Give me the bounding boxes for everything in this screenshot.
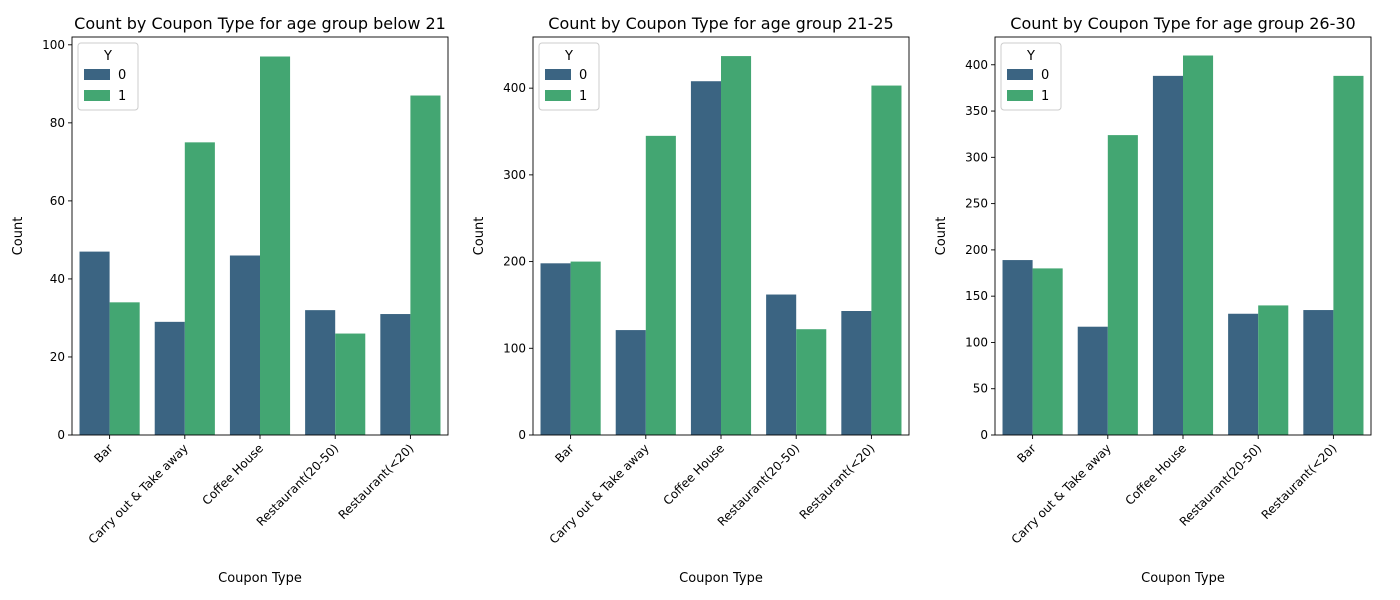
y-tick-label: 60 [50, 194, 65, 208]
legend-label-1: 1 [118, 89, 126, 104]
y-tick-label: 0 [57, 428, 65, 442]
x-axis-label: Coupon Type [1141, 571, 1225, 586]
x-tick-label: Coffee House [661, 441, 728, 508]
bar-series-0-1 [154, 321, 185, 435]
legend-label-0: 0 [118, 68, 126, 83]
y-tick-label: 350 [965, 104, 988, 118]
bar-series-1-3 [1258, 305, 1289, 435]
bar-series-0-2 [229, 255, 260, 435]
y-axis-label: Count [472, 217, 487, 256]
y-tick-label: 80 [50, 116, 65, 130]
y-tick-label: 200 [965, 243, 988, 257]
y-tick-label: 20 [50, 350, 65, 364]
y-tick-label: 200 [503, 255, 526, 269]
bar-series-1-4 [871, 85, 902, 435]
legend-title: Y [564, 49, 573, 64]
legend-swatch-1 [84, 90, 110, 101]
y-axis-label: Count [934, 217, 949, 256]
legend-swatch-1 [545, 90, 571, 101]
bar-series-1-4 [1333, 75, 1364, 436]
x-tick-label: Coffee House [1123, 441, 1190, 508]
legend-swatch-0 [545, 69, 571, 80]
chart-title: Count by Coupon Type for age group 26-30 [1010, 14, 1355, 33]
y-axis-label: Count [11, 217, 26, 256]
legend: Y0 1 [77, 42, 139, 111]
legend-label-0: 0 [579, 68, 587, 83]
bar-series-0-4 [1303, 310, 1334, 435]
bar-series-0-2 [1152, 75, 1183, 436]
x-tick-label: Restaurant(20-50) [1177, 441, 1265, 529]
y-tick-label: 400 [503, 81, 526, 95]
y-tick-label: 150 [965, 289, 988, 303]
legend-swatch-1 [1007, 90, 1033, 101]
bar-series-1-3 [796, 329, 827, 435]
bar-series-0-3 [766, 294, 797, 435]
bar-series-1-0 [109, 302, 140, 435]
bar-series-1-1 [645, 135, 676, 435]
legend-label-0: 0 [1041, 68, 1049, 83]
x-tick-label: Restaurant(20-50) [715, 441, 803, 529]
x-tick-label: Bar [91, 441, 115, 465]
bar-series-0-0 [540, 263, 571, 435]
chart-title: Count by Coupon Type for age group below… [74, 14, 446, 33]
bar-series-0-3 [305, 310, 336, 435]
y-tick-label: 100 [42, 38, 65, 52]
bar-series-0-4 [380, 314, 411, 435]
bar-series-1-3 [335, 333, 366, 435]
bar-series-1-0 [1032, 268, 1063, 435]
bar-series-0-3 [1228, 313, 1259, 435]
x-axis-label: Coupon Type [218, 571, 302, 586]
bar-series-0-1 [1077, 326, 1108, 435]
x-tick-label: Restaurant(<20) [1259, 441, 1340, 522]
bar-series-1-2 [260, 56, 291, 435]
bar-series-1-2 [721, 56, 752, 435]
y-tick-label: 0 [518, 428, 526, 442]
bar-series-0-0 [1002, 260, 1033, 435]
x-tick-label: Restaurant(<20) [336, 441, 417, 522]
bar-series-1-1 [184, 142, 215, 435]
y-tick-label: 0 [980, 428, 988, 442]
bar-series-0-0 [79, 251, 110, 435]
x-tick-label: Bar [552, 441, 576, 465]
legend-title: Y [103, 49, 112, 64]
legend-label-1: 1 [1041, 89, 1049, 104]
y-tick-label: 400 [965, 58, 988, 72]
y-tick-label: 300 [503, 168, 526, 182]
bar-series-0-2 [690, 81, 721, 435]
x-tick-label: Restaurant(20-50) [254, 441, 342, 529]
chart-title: Count by Coupon Type for age group 21-25 [548, 14, 893, 33]
y-tick-label: 300 [965, 150, 988, 164]
y-tick-label: 40 [50, 272, 65, 286]
y-tick-label: 50 [973, 382, 988, 396]
legend: Y0 1 [1000, 42, 1062, 111]
x-tick-label: Coffee House [200, 441, 267, 508]
legend-title: Y [1026, 49, 1035, 64]
bar-series-0-4 [841, 311, 872, 435]
y-tick-label: 250 [965, 197, 988, 211]
legend: Y0 1 [538, 42, 600, 111]
legend-label-1: 1 [579, 89, 587, 104]
bar-series-1-1 [1107, 135, 1138, 436]
legend-swatch-0 [84, 69, 110, 80]
legend-swatch-0 [1007, 69, 1033, 80]
y-tick-label: 100 [503, 341, 526, 355]
bar-series-1-2 [1183, 55, 1214, 435]
x-tick-label: Bar [1014, 441, 1038, 465]
bar-series-1-4 [410, 95, 441, 435]
x-tick-label: Restaurant(<20) [797, 441, 878, 522]
y-tick-label: 100 [965, 335, 988, 349]
x-axis-label: Coupon Type [679, 571, 763, 586]
bar-series-0-1 [615, 330, 646, 435]
bar-series-1-0 [570, 261, 601, 435]
